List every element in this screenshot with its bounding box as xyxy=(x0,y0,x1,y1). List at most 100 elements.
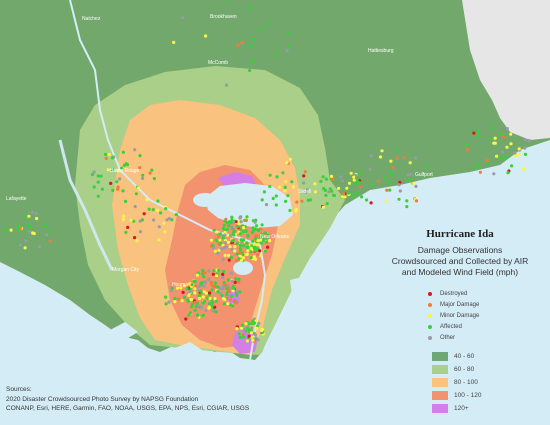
observation-dot xyxy=(34,211,38,215)
observation-dot xyxy=(365,198,369,202)
observation-dot xyxy=(274,203,278,207)
observation-dot xyxy=(182,284,186,288)
observation-dot xyxy=(358,172,362,176)
observation-dot xyxy=(313,182,317,186)
observation-dot xyxy=(249,250,253,254)
observation-dot xyxy=(213,281,217,285)
observation-dot xyxy=(324,193,328,197)
observation-dot xyxy=(230,279,234,283)
observation-dot xyxy=(380,149,384,153)
observation-dot xyxy=(509,142,513,146)
observation-dot xyxy=(92,170,96,174)
observation-dot xyxy=(383,176,387,180)
observation-dot xyxy=(210,288,214,292)
observation-dot xyxy=(295,200,299,204)
observation-dot xyxy=(181,290,185,294)
observation-dot xyxy=(180,299,184,303)
observation-dot xyxy=(202,284,206,288)
observation-dot xyxy=(395,156,399,160)
observation-dot xyxy=(198,296,202,301)
observation-dot xyxy=(241,226,246,230)
observation-dot xyxy=(260,198,264,202)
observation-dot xyxy=(177,297,181,301)
observation-dot xyxy=(259,27,263,31)
wind-swatch xyxy=(432,390,448,400)
observation-dot xyxy=(256,338,260,342)
observation-dot xyxy=(405,199,409,203)
place-label: Houma xyxy=(172,282,189,288)
observation-dot xyxy=(133,205,137,209)
observation-dot xyxy=(306,198,310,202)
observation-dot xyxy=(135,238,139,243)
observation-dot xyxy=(266,22,270,26)
observation-dot xyxy=(241,256,245,260)
observation-dot xyxy=(17,224,21,228)
observation-dot xyxy=(212,285,216,289)
observation-dots xyxy=(4,0,531,343)
observation-dot xyxy=(190,305,194,309)
observation-dot xyxy=(157,238,161,242)
observation-dot xyxy=(138,219,142,223)
observation-dot xyxy=(262,190,266,194)
observation-dot xyxy=(514,154,518,158)
observation-dot xyxy=(43,224,47,228)
observation-dot xyxy=(505,127,509,131)
observation-dot xyxy=(164,207,168,211)
observation-dot xyxy=(262,238,266,242)
observation-dot xyxy=(254,224,259,228)
map-title: Hurricane Ida xyxy=(426,228,494,240)
basemap-credits: CONANP, Esri, HERE, Garmin, FAO, NOAA, U… xyxy=(6,405,250,412)
observation-dot xyxy=(347,181,352,185)
observation-dot xyxy=(226,278,230,282)
lake-salvador xyxy=(233,261,253,275)
observation-dot xyxy=(122,163,126,167)
observation-dot xyxy=(235,252,239,256)
observation-dot xyxy=(388,188,392,192)
observation-dot xyxy=(254,234,258,238)
observation-dot xyxy=(157,225,161,229)
observation-dot xyxy=(237,277,241,281)
observation-dot xyxy=(30,210,34,214)
observation-dot xyxy=(245,241,249,245)
observation-dot xyxy=(237,257,241,261)
observation-dot xyxy=(215,230,219,234)
observation-dot xyxy=(204,280,208,284)
observation-dot xyxy=(208,291,212,295)
observation-dot xyxy=(207,305,212,309)
observation-dot xyxy=(193,287,197,291)
observation-dot xyxy=(330,189,334,193)
observation-dot xyxy=(477,134,481,138)
observation-dot xyxy=(152,177,156,181)
observation-dot xyxy=(240,323,244,327)
observation-dot xyxy=(174,213,178,217)
wind-label: 100 - 120 xyxy=(454,391,482,399)
observation-dot xyxy=(245,339,249,343)
observation-dot xyxy=(109,181,113,185)
observation-dot xyxy=(332,193,336,198)
observation-dot xyxy=(241,230,245,234)
observation-dot xyxy=(230,225,234,229)
observation-dot xyxy=(110,168,114,172)
observation-dot xyxy=(218,238,222,242)
observation-dot xyxy=(133,236,137,240)
observation-dot xyxy=(252,242,256,246)
observation-dot xyxy=(28,225,32,229)
observation-legend: Destroyed Major Damage Minor Damage Affe… xyxy=(420,288,540,343)
observation-dot xyxy=(126,225,130,229)
legend-label: Minor Damage xyxy=(440,312,480,319)
observation-dot xyxy=(340,179,345,183)
observation-dot xyxy=(248,6,252,10)
observation-dot xyxy=(193,308,197,312)
observation-dot xyxy=(228,245,232,249)
observation-dot xyxy=(208,296,212,301)
observation-dot xyxy=(211,309,215,313)
observation-dot xyxy=(122,214,126,218)
observation-dot xyxy=(200,272,204,276)
observation-dot xyxy=(192,279,196,283)
legend-item-minor: Minor Damage xyxy=(420,310,540,321)
observation-dot xyxy=(402,156,407,160)
observation-dot xyxy=(352,175,356,179)
observation-dot xyxy=(251,239,255,243)
observation-dot xyxy=(213,305,217,309)
